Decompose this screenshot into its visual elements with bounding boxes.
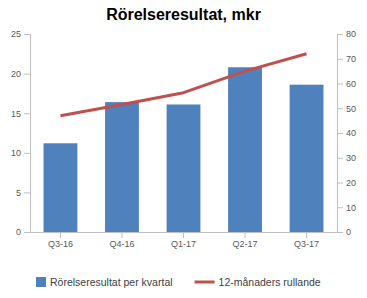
tick: 0 xyxy=(337,227,351,237)
tick: Q2-17 xyxy=(233,232,258,249)
tick: 20 xyxy=(337,178,356,188)
tick-label: 5 xyxy=(16,188,21,198)
tick-mark xyxy=(121,232,122,238)
tick: 80 xyxy=(337,29,356,39)
tick-label: 40 xyxy=(346,128,356,138)
legend-swatch xyxy=(195,281,215,284)
tick-mark xyxy=(337,59,343,60)
legend-swatch xyxy=(36,277,46,287)
tick-mark xyxy=(24,153,30,154)
tick-mark xyxy=(337,84,343,85)
tick-mark xyxy=(24,34,30,35)
tick: 30 xyxy=(337,153,356,163)
tick: 10 xyxy=(337,203,356,213)
tick-label: 0 xyxy=(16,227,21,237)
tick: 40 xyxy=(337,128,356,138)
y-axis: 0 5 10 15 20 25 xyxy=(11,29,31,237)
tick-label: 0 xyxy=(346,227,351,237)
tick: 15 xyxy=(11,109,30,119)
legend: Rörelseresultat per kvartal 12-månaders r… xyxy=(36,276,321,288)
tick: 20 xyxy=(11,69,30,79)
tick-mark xyxy=(337,158,343,159)
tick-label: Q3-16 xyxy=(48,239,73,249)
tick-mark xyxy=(306,232,307,238)
tick-label: 50 xyxy=(346,104,356,114)
tick-mark xyxy=(337,108,343,109)
tick: 50 xyxy=(337,104,356,114)
legend-item: Rörelseresultat per kvartal xyxy=(36,276,173,288)
tick: Q1-17 xyxy=(171,232,196,249)
tick-label: Q3-17 xyxy=(294,239,319,249)
axis-line xyxy=(30,35,31,233)
bar xyxy=(105,102,139,232)
tick-mark xyxy=(337,133,343,134)
tick-label: 20 xyxy=(11,69,21,79)
tick-label: 70 xyxy=(346,54,356,64)
tick: Q4-16 xyxy=(109,232,134,249)
tick-label: 25 xyxy=(11,29,21,39)
tick-mark xyxy=(337,232,343,233)
legend-item: 12-månaders rullande xyxy=(195,276,321,288)
tick-mark xyxy=(337,34,343,35)
x-axis: Q3-16 Q4-16 Q1-17 Q2-17 Q3-17 xyxy=(31,232,338,249)
tick-label: 10 xyxy=(11,148,21,158)
tick-label: Q2-17 xyxy=(233,239,258,249)
tick-label: 30 xyxy=(346,153,356,163)
bar xyxy=(228,67,262,232)
title: Rörelseresultat, mkr xyxy=(106,6,261,23)
tick-label: 15 xyxy=(11,109,21,119)
marks xyxy=(44,54,324,232)
tick: Q3-17 xyxy=(294,232,319,249)
chart: Rörelseresultat, mkr 0 5 10 15 20 25 0 10 20 30 40 5… xyxy=(0,0,367,298)
tick: Q3-16 xyxy=(48,232,73,249)
tick: 5 xyxy=(16,188,30,198)
tick-mark xyxy=(183,232,184,238)
tick-mark xyxy=(24,232,30,233)
tick-mark xyxy=(24,113,30,114)
bar xyxy=(44,143,78,232)
tick-label: Q4-16 xyxy=(109,239,134,249)
tick: 25 xyxy=(11,29,30,39)
tick-mark xyxy=(337,183,343,184)
tick: 0 xyxy=(16,227,30,237)
legend-label: Rörelseresultat per kvartal xyxy=(50,276,173,288)
tick-label: 60 xyxy=(346,79,356,89)
bar xyxy=(167,104,201,232)
tick-mark xyxy=(337,207,343,208)
tick-label: Q1-17 xyxy=(171,239,196,249)
tick-label: 80 xyxy=(346,29,356,39)
legend-label: 12-månaders rullande xyxy=(219,276,321,288)
tick: 70 xyxy=(337,54,356,64)
y2-axis: 0 10 20 30 40 50 60 70 80 xyxy=(337,29,356,237)
tick-label: 20 xyxy=(346,178,356,188)
tick: 10 xyxy=(11,148,30,158)
bar xyxy=(290,85,324,232)
tick: 60 xyxy=(337,79,356,89)
tick-mark xyxy=(60,232,61,238)
tick-label: 10 xyxy=(346,203,356,213)
plot: 0 5 10 15 20 25 0 10 20 30 40 50 60 70 80 Q3-16 Q4-16 Q1-… xyxy=(11,29,356,249)
tick-mark xyxy=(245,232,246,238)
tick-mark xyxy=(24,192,30,193)
tick-mark xyxy=(24,74,30,75)
line xyxy=(60,54,306,116)
